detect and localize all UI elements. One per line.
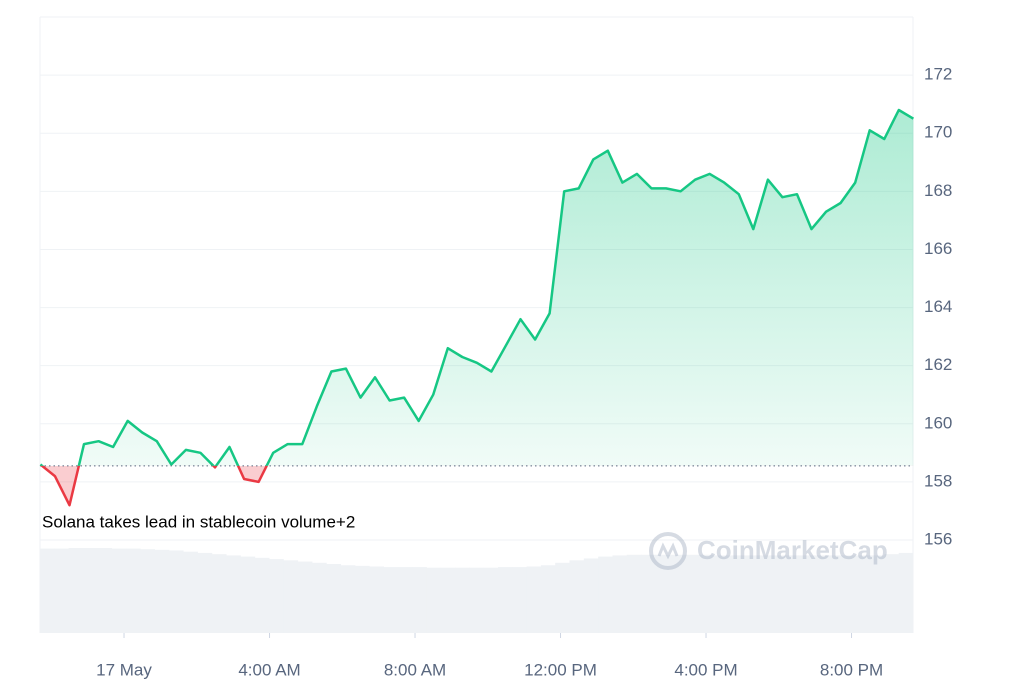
volume-bar bbox=[712, 555, 728, 633]
volume-bar bbox=[612, 555, 628, 633]
x-tick-label: 8:00 AM bbox=[384, 660, 446, 679]
x-tick-label: 4:00 AM bbox=[238, 660, 300, 679]
volume-bar bbox=[669, 554, 685, 633]
volume-bar bbox=[769, 555, 785, 633]
volume-bar bbox=[512, 567, 528, 633]
volume-bar bbox=[426, 567, 442, 633]
volume-bar bbox=[226, 555, 241, 633]
y-tick-label: 164 bbox=[924, 297, 952, 316]
volume-bar bbox=[183, 551, 198, 633]
y-tick-label: 156 bbox=[924, 530, 952, 549]
volume-bar bbox=[140, 549, 155, 633]
volume-bar bbox=[111, 548, 127, 633]
volume-bar bbox=[82, 547, 98, 633]
volume-bar bbox=[154, 549, 170, 633]
volume-bar bbox=[283, 560, 299, 633]
volume-bar bbox=[326, 564, 342, 633]
y-tick-label: 168 bbox=[924, 181, 952, 200]
y-tick-label: 162 bbox=[924, 355, 952, 374]
volume-bar bbox=[311, 562, 327, 633]
volume-bar bbox=[827, 555, 842, 633]
x-tick-label: 17 May bbox=[96, 660, 152, 679]
y-tick-label: 166 bbox=[924, 239, 952, 258]
y-tick-label: 158 bbox=[924, 471, 952, 490]
volume-bar bbox=[268, 559, 284, 633]
volume-bar bbox=[655, 554, 671, 633]
watermark: CoinMarketCap bbox=[649, 532, 888, 570]
volume-bar bbox=[297, 561, 313, 633]
volume-bar bbox=[841, 555, 857, 633]
y-tick-label: 160 bbox=[924, 413, 952, 432]
volume-bar bbox=[54, 548, 70, 633]
volume-bar bbox=[598, 556, 613, 633]
volume-bar bbox=[641, 554, 656, 633]
y-tick-label: 170 bbox=[924, 123, 952, 142]
volume-bar bbox=[583, 558, 599, 633]
price-line bbox=[39, 108, 915, 466]
volume-bar bbox=[483, 567, 499, 633]
volume-bar bbox=[211, 554, 227, 633]
volume-bar bbox=[784, 555, 800, 633]
volume-bar bbox=[855, 555, 871, 633]
x-tick-label: 12:00 PM bbox=[524, 660, 597, 679]
volume-bar bbox=[626, 554, 642, 633]
x-tick-label: 4:00 PM bbox=[674, 660, 737, 679]
volume-bar bbox=[884, 554, 900, 633]
volume-bar bbox=[497, 567, 513, 633]
volume-bar bbox=[197, 552, 213, 633]
volume-bar bbox=[68, 547, 84, 633]
volume-bar bbox=[684, 554, 699, 633]
volume-bar bbox=[125, 548, 141, 633]
volume-bar bbox=[397, 567, 413, 633]
volume-bar bbox=[555, 562, 571, 633]
watermark-text: CoinMarketCap bbox=[697, 535, 888, 565]
volume-bar bbox=[812, 555, 828, 633]
volume-bar bbox=[240, 556, 256, 633]
volume-bar bbox=[340, 565, 356, 633]
volume-bar bbox=[168, 550, 184, 633]
volume-bar bbox=[755, 555, 771, 633]
volume-bar bbox=[798, 555, 814, 633]
volume-bar bbox=[97, 547, 113, 633]
y-tick-label: 172 bbox=[924, 65, 952, 84]
volume-bar bbox=[698, 554, 714, 633]
x-tick-label: 8:00 PM bbox=[820, 660, 883, 679]
volume-bar bbox=[455, 567, 470, 633]
volume-bar bbox=[469, 567, 485, 633]
volume-bar bbox=[440, 567, 456, 633]
volume-bar bbox=[898, 552, 914, 633]
volume-bar bbox=[741, 555, 757, 633]
volume-bar bbox=[383, 567, 399, 633]
volume-bar bbox=[354, 565, 370, 633]
volume-bar bbox=[254, 557, 270, 633]
volume-bar bbox=[412, 567, 427, 633]
volume-bar bbox=[569, 560, 585, 633]
volume-bar bbox=[726, 555, 742, 633]
area-above bbox=[40, 110, 914, 466]
volume-bar bbox=[870, 555, 885, 633]
volume-bar bbox=[526, 566, 542, 633]
volume-bar bbox=[369, 566, 384, 633]
area-below bbox=[40, 465, 914, 506]
annotation: Solana takes lead in stablecoin volume+2 bbox=[42, 512, 355, 531]
volume-bar bbox=[540, 565, 556, 633]
volume-bar bbox=[40, 548, 55, 633]
